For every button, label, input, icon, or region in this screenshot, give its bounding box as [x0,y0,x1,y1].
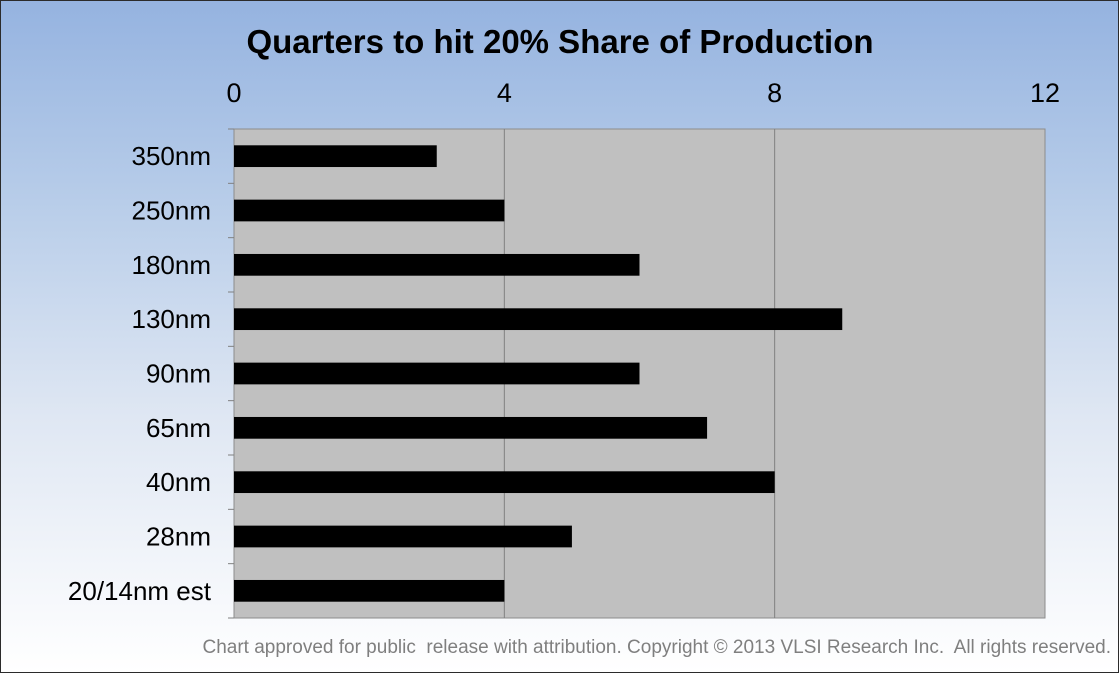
category-label: 65nm [146,413,211,443]
category-tick-marks [228,128,234,619]
copyright-footnote: Chart approved for public release with a… [202,637,1111,658]
bar-20-14nm-est [234,579,505,602]
category-label: 20/14nm est [68,576,212,606]
bar-40nm [234,471,775,494]
category-label: 350nm [132,141,212,171]
x-axis-tick-labels: 0 4 8 12 [226,78,1060,108]
x-tick-label: 4 [497,78,512,108]
x-tick-label: 0 [226,78,241,108]
category-labels: 350nm 250nm 180nm 130nm 90nm 65nm 40nm 28nm 20/1… [68,141,212,606]
bar-250nm [234,199,505,222]
category-label: 130nm [132,304,212,334]
category-label: 90nm [146,359,211,389]
bar-28nm [234,525,572,548]
category-label: 180nm [132,250,212,280]
bar-350nm [234,145,437,168]
bar-130nm [234,308,843,331]
category-label: 250nm [132,196,212,226]
bar-180nm [234,253,640,276]
chart-title: Quarters to hit 20% Share of Production [246,23,873,60]
bar-90nm [234,362,640,385]
x-tick-label: 12 [1030,78,1060,108]
category-label: 40nm [146,467,211,497]
x-tick-label: 8 [767,78,782,108]
bar-65nm [234,416,708,439]
category-label: 28nm [146,522,211,552]
bars [234,145,843,602]
